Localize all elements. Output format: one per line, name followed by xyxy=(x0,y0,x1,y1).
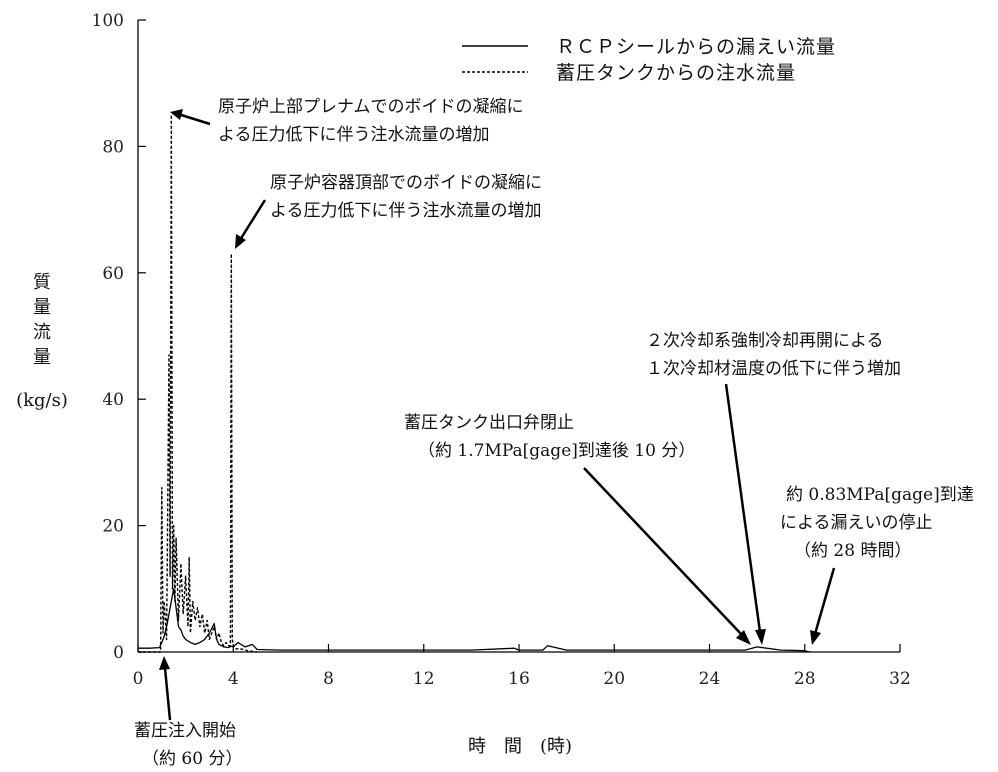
annotation-arrow xyxy=(724,383,762,633)
x-axis-title: 時 間 (時) xyxy=(468,736,572,757)
arrowhead xyxy=(736,630,751,645)
annotation-arrow xyxy=(238,199,267,241)
x-tick-label: 0 xyxy=(133,669,144,689)
annotation-arrow xyxy=(813,567,836,635)
annotation-vessel-head: 原子炉容器頂部でのボイドの凝縮に よる圧力低下に伴う注水流量の増加 xyxy=(235,173,542,249)
arrowhead xyxy=(159,656,170,670)
annotation-text: よる圧力低下に伴う注水流量の増加 xyxy=(218,125,490,145)
y-axis-title-char: 量 xyxy=(33,347,51,368)
y-axis-title-char: 質 xyxy=(33,272,51,293)
annotation-text: 原子炉上部プレナムでのボイドの凝縮に xyxy=(218,97,524,117)
y-axis-title-char: 流 xyxy=(33,322,51,343)
x-tick-label: 20 xyxy=(603,669,625,689)
y-axis-unit: (kg/s) xyxy=(16,390,68,411)
annotation-text: １次冷却材温度の低下に伴う増加 xyxy=(646,359,901,379)
annotation-arrow xyxy=(583,467,743,636)
y-tick-label: 80 xyxy=(102,137,124,157)
legend: ＲＣＰシールからの漏えい流量 蓄圧タンクからの注水流量 xyxy=(462,36,836,84)
y-axis-title-char: 量 xyxy=(33,297,51,318)
y-tick-label: 0 xyxy=(113,643,124,663)
annotation-text: による漏えいの停止 xyxy=(780,513,933,533)
y-tick-label: 100 xyxy=(92,11,124,31)
annotation-text: 蓄圧タンク出口弁閉止 xyxy=(404,413,574,433)
annotation-text: よる圧力低下に伴う注水流量の増加 xyxy=(270,201,542,221)
annotation-upper-plenum: 原子炉上部プレナムでのボイドの凝縮に よる圧力低下に伴う注水流量の増加 xyxy=(170,97,524,145)
x-tick-label: 28 xyxy=(794,669,816,689)
annotation-text: （約 1.7MPa[gage]到達後 10 分） xyxy=(418,441,695,461)
annotation-arrow xyxy=(163,667,172,721)
annotation-text: （約 28 時間） xyxy=(794,541,911,561)
annotation-valve-close: 蓄圧タンク出口弁閉止 （約 1.7MPa[gage]到達後 10 分） xyxy=(404,413,751,645)
y-axis-title: 質 量 流 量 (kg/s) xyxy=(16,272,68,411)
annotation-text: 原子炉容器頂部でのボイドの凝縮に xyxy=(270,173,542,193)
annotation-text: 蓄圧注入開始 xyxy=(134,721,236,741)
x-axis-ticks: 0 4 8 12 16 20 24 28 32 xyxy=(133,644,911,689)
annotation-arrow xyxy=(177,112,211,126)
arrowhead xyxy=(170,109,183,120)
x-tick-label: 24 xyxy=(699,669,721,689)
annotation-accumulator-start: 蓄圧注入開始 （約 60 分） xyxy=(134,656,242,769)
y-tick-label: 20 xyxy=(102,517,124,537)
annotation-text: （約 60 分） xyxy=(142,749,242,769)
annotation-leak-stop: 約 0.83MPa[gage]到達 による漏えいの停止 （約 28 時間） xyxy=(780,485,974,645)
x-tick-label: 4 xyxy=(228,669,239,689)
x-tick-label: 12 xyxy=(413,669,435,689)
series-rcp-seal-leak-line xyxy=(138,588,810,653)
series-accumulator-injection-line xyxy=(138,114,258,653)
annotation-text: 約 0.83MPa[gage]到達 xyxy=(786,485,974,505)
y-tick-label: 40 xyxy=(102,390,124,410)
legend-label: ＲＣＰシールからの漏えい流量 xyxy=(556,36,836,58)
arrowhead xyxy=(235,234,246,249)
x-tick-label: 32 xyxy=(889,669,911,689)
series-layer xyxy=(138,114,810,653)
arrowhead xyxy=(755,629,766,645)
y-tick-label: 60 xyxy=(102,264,124,284)
x-tick-label: 16 xyxy=(508,669,530,689)
arrowhead xyxy=(810,630,821,645)
annotation-forced-cooling: ２次冷却系強制冷却再開による １次冷却材温度の低下に伴う増加 xyxy=(646,331,901,645)
annotation-text: ２次冷却系強制冷却再開による xyxy=(646,331,884,351)
x-tick-label: 8 xyxy=(323,669,334,689)
legend-label: 蓄圧タンクからの注水流量 xyxy=(556,62,796,84)
